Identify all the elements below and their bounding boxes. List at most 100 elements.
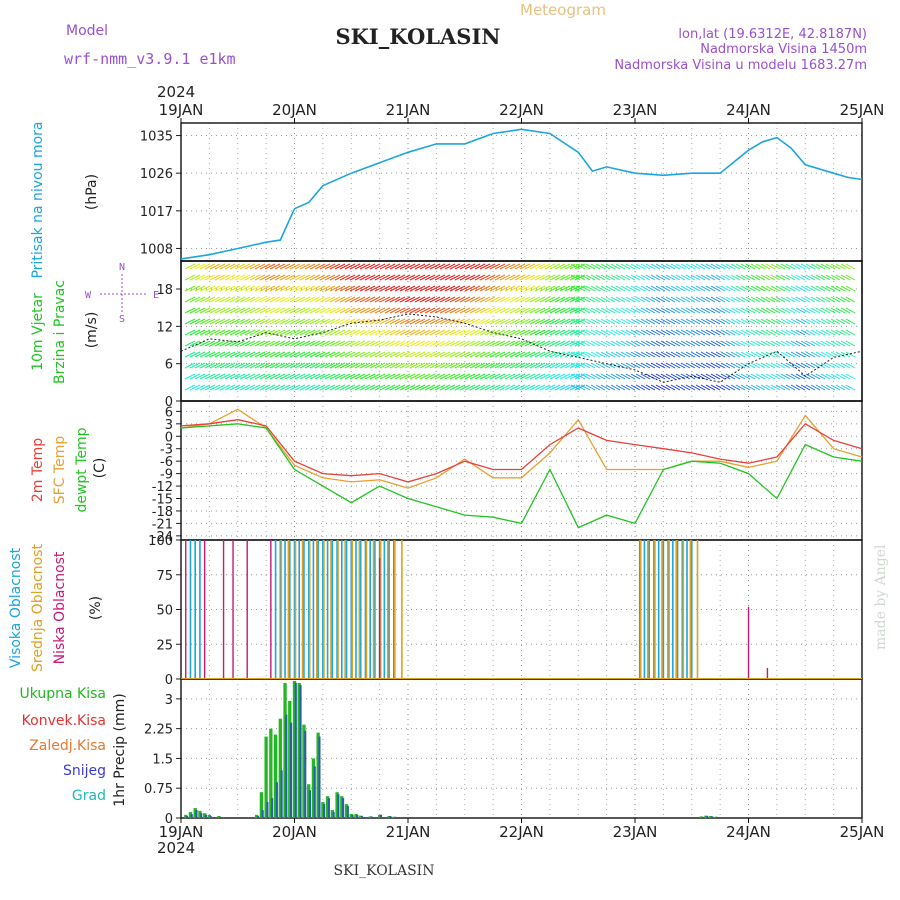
- wind-barb: [269, 340, 281, 347]
- wind-barb: [780, 296, 791, 303]
- wind-barb: [700, 329, 711, 336]
- precip-snow-bar: [209, 816, 212, 818]
- wind-barb: [524, 351, 536, 358]
- wind-barb: [625, 384, 636, 391]
- wind-barb: [209, 351, 221, 358]
- wind-barb: [610, 384, 621, 391]
- wind-barb: [630, 285, 641, 292]
- wind-barb: [324, 362, 336, 369]
- wind-barb: [805, 351, 816, 358]
- wind-barb: [730, 296, 741, 303]
- wind-barb: [434, 329, 446, 336]
- wind-barb: [539, 274, 551, 281]
- wind-barb: [274, 307, 286, 314]
- wind-barb: [204, 384, 216, 391]
- wind-barb: [650, 263, 661, 270]
- wind-barb: [269, 351, 281, 358]
- wind-barb: [815, 274, 826, 281]
- wind-barb: [424, 307, 436, 314]
- wind-barb: [449, 340, 461, 347]
- wind-barb: [469, 329, 481, 336]
- wind-barb: [645, 384, 656, 391]
- wind-barb: [564, 307, 576, 314]
- wind-barb: [645, 329, 656, 336]
- wind-barb: [554, 263, 566, 270]
- wind-barb: [700, 296, 711, 303]
- wind-barb: [585, 307, 596, 314]
- wind-barb: [815, 373, 826, 380]
- wind-barb: [479, 384, 491, 391]
- wind-barb: [364, 274, 376, 281]
- wind-barb: [830, 329, 841, 336]
- wind-barb: [660, 263, 671, 270]
- wind-barb: [194, 373, 206, 380]
- wind-barb: [314, 296, 326, 303]
- y-tick-label: 3: [165, 418, 173, 433]
- wind-barb: [349, 263, 361, 270]
- wind-barb: [494, 296, 506, 303]
- wind-barb: [650, 296, 661, 303]
- wind-barb: [249, 340, 261, 347]
- wind-barb: [289, 307, 301, 314]
- wind-barb: [424, 362, 436, 369]
- wind-barb: [489, 285, 501, 292]
- wind-barb: [339, 285, 351, 292]
- wind-barb: [635, 274, 646, 281]
- wind-barb: [234, 318, 246, 325]
- wind-barb: [735, 285, 746, 292]
- wind-barb: [209, 296, 221, 303]
- wind-barb: [194, 274, 206, 281]
- wind-barb: [580, 384, 591, 391]
- wind-barb: [805, 307, 816, 314]
- y-tick-label: 1017: [140, 205, 173, 220]
- wind-barb: [389, 329, 401, 336]
- wind-barb: [700, 263, 711, 270]
- wind-barb: [830, 263, 841, 270]
- wind-barb: [785, 307, 796, 314]
- wind-barb: [364, 307, 376, 314]
- wind-barb: [444, 384, 456, 391]
- wind-barb: [625, 362, 636, 369]
- wind-barb: [720, 384, 731, 391]
- wind-barb: [580, 285, 591, 292]
- wind-barb: [189, 307, 201, 314]
- wind-barb: [249, 351, 261, 358]
- wind-barb: [800, 384, 811, 391]
- wind-barb: [419, 307, 431, 314]
- wind-barb: [519, 362, 531, 369]
- wind-barb: [600, 296, 611, 303]
- wind-barb: [539, 296, 551, 303]
- wind-barb: [635, 362, 646, 369]
- wind-barb: [349, 340, 361, 347]
- wind-barb: [209, 318, 221, 325]
- wind-barb: [680, 329, 691, 336]
- wind-barb: [444, 274, 456, 281]
- wind-barb: [580, 329, 591, 336]
- wind-barb: [449, 351, 461, 358]
- wind-barb: [469, 307, 481, 314]
- wind-barb: [239, 307, 251, 314]
- wind-barb: [319, 307, 331, 314]
- y-tick-label: 0: [165, 395, 173, 410]
- wind-barb: [559, 318, 571, 325]
- wind-barb: [805, 340, 816, 347]
- wind-barb: [640, 274, 651, 281]
- y-tick-label: -15: [152, 493, 173, 508]
- compass-s: S: [119, 314, 125, 325]
- wind-barb: [394, 329, 406, 336]
- wind-barb: [830, 285, 841, 292]
- wind-barb: [845, 263, 856, 270]
- wind-barb: [224, 263, 236, 270]
- wind-barb: [429, 274, 441, 281]
- wind-barb: [835, 263, 846, 270]
- wind-barb: [299, 307, 311, 314]
- wind-barb: [354, 307, 366, 314]
- wind-barb: [289, 362, 301, 369]
- wind-barb: [399, 263, 411, 270]
- y-tick-label: 75: [156, 569, 173, 584]
- wind-barb: [504, 307, 516, 314]
- wind-barb: [524, 384, 536, 391]
- wind-barb: [514, 285, 526, 292]
- wind-barb: [620, 351, 631, 358]
- wind-barb: [279, 263, 291, 270]
